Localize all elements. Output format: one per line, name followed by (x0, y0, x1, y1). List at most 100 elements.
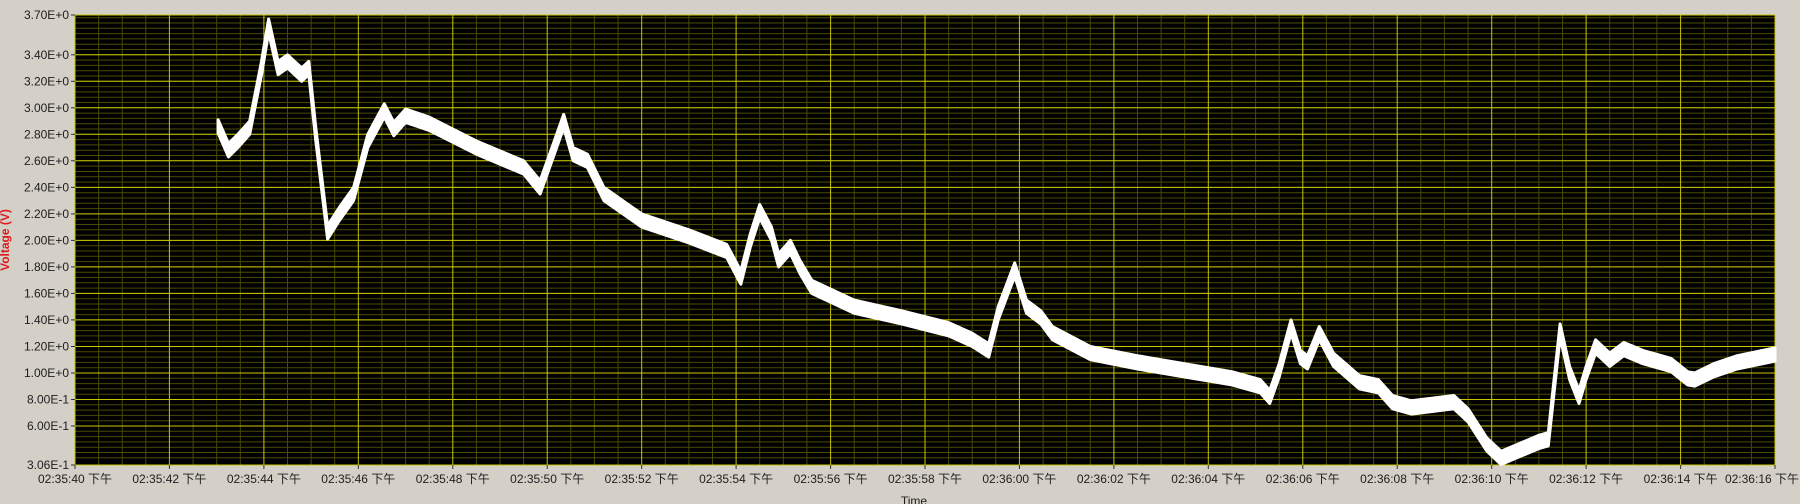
data-point (725, 249, 728, 253)
data-point (1039, 316, 1042, 319)
data-point (383, 109, 386, 112)
y-tick-label: 1.40E+0 (24, 313, 69, 327)
data-point (1318, 332, 1321, 335)
data-point (248, 126, 251, 129)
data-point (1089, 351, 1092, 355)
data-point (553, 146, 556, 149)
data-point (1577, 395, 1581, 399)
data-point (1259, 385, 1262, 388)
data-point (1518, 448, 1522, 452)
x-tick-label: 02:35:54 下午 (699, 472, 773, 486)
data-point (1622, 347, 1626, 351)
y-tick-label: 2.00E+0 (24, 233, 69, 247)
data-point (1547, 438, 1550, 441)
y-tick-label: 1.20E+0 (24, 340, 69, 354)
data-point (1013, 268, 1016, 271)
data-point (1537, 440, 1541, 444)
data-point (987, 349, 990, 352)
x-tick-label: 02:36:00 下午 (982, 472, 1056, 486)
data-point (1025, 305, 1028, 308)
data-point (538, 186, 542, 189)
data-point (997, 312, 1000, 315)
y-tick-label: 6.00E-1 (27, 419, 69, 433)
y-axis-ticks: 3.70E+0 3.40E+0 3.20E+0 3.00E+0 2.80E+0 2.60E… (24, 8, 75, 472)
data-point (286, 60, 289, 63)
y-tick-label: 3.20E+0 (24, 74, 69, 88)
data-point (770, 232, 773, 235)
data-point (227, 149, 230, 152)
data-point (1558, 329, 1562, 332)
data-point (326, 231, 329, 234)
data-point (522, 166, 525, 169)
data-point (810, 285, 813, 288)
data-point (777, 259, 780, 262)
x-tick-label: 02:36:12 下午 (1549, 472, 1623, 486)
y-tick-label: 3.06E-1 (27, 458, 69, 472)
data-point (1136, 361, 1139, 364)
data-point (1289, 325, 1293, 328)
data-point (602, 192, 606, 196)
data-point (1736, 361, 1739, 364)
data-point (1608, 358, 1611, 361)
y-tick-label: 2.40E+0 (24, 180, 69, 194)
data-point (1230, 377, 1234, 380)
data-point (260, 66, 263, 70)
x-tick-label: 02:35:46 下午 (321, 472, 395, 486)
data-point (1452, 401, 1456, 404)
data-point (758, 210, 761, 213)
data-point (352, 192, 355, 196)
data-point (640, 219, 643, 222)
y-tick-label: 1.80E+0 (24, 260, 69, 274)
y-tick-label: 2.60E+0 (24, 154, 69, 168)
voltage-trace-band (216, 17, 1777, 466)
data-point (366, 139, 369, 143)
data-point (900, 316, 903, 319)
data-point (1466, 414, 1470, 417)
x-tick-label: 02:36:08 下午 (1360, 472, 1434, 486)
data-point (300, 73, 303, 76)
x-tick-label: 02:35:56 下午 (794, 472, 868, 486)
data-point (216, 125, 220, 128)
data-point (947, 328, 950, 331)
x-tick-label: 02:36:04 下午 (1171, 472, 1245, 486)
data-point (1669, 363, 1673, 367)
x-tick-label: 02:36:06 下午 (1266, 472, 1340, 486)
data-point (1410, 406, 1413, 409)
data-point (1278, 369, 1281, 372)
y-tick-label: 3.00E+0 (24, 101, 69, 115)
data-point (739, 276, 742, 279)
x-tick-label: 02:35:52 下午 (605, 472, 679, 486)
data-point (392, 127, 395, 131)
data-point (1332, 358, 1335, 361)
data-point (687, 235, 691, 238)
data-point (971, 338, 974, 341)
x-tick-label: 02:35:44 下午 (227, 472, 301, 486)
data-point (267, 24, 270, 27)
data-point (798, 265, 802, 269)
y-axis-title: Voltage (V) (0, 209, 12, 271)
y-tick-label: 2.80E+0 (24, 127, 69, 141)
x-tick-label: 02:36:02 下午 (1077, 472, 1151, 486)
data-point (475, 146, 478, 149)
data-point (572, 153, 575, 156)
trace-layer (216, 17, 1777, 466)
data-point (404, 114, 407, 118)
data-point (338, 212, 341, 216)
data-point (1584, 371, 1588, 375)
x-tick-label: 02:35:48 下午 (416, 472, 490, 486)
data-point (1568, 371, 1571, 375)
x-axis-ticks: 02:35:40 下午 02:35:42 下午 02:35:44 下午 02:35:4… (38, 465, 1799, 486)
data-point (307, 66, 310, 70)
y-tick-label: 3.40E+0 (24, 48, 69, 62)
data-point (1499, 456, 1503, 459)
data-point (1306, 361, 1309, 364)
y-tick-label: 1.00E+0 (24, 366, 69, 380)
data-point (586, 159, 589, 162)
y-tick-label: 3.70E+0 (24, 8, 69, 22)
y-tick-label: 2.20E+0 (24, 207, 69, 221)
data-point (1391, 401, 1394, 404)
data-point (236, 139, 240, 143)
x-tick-label: 02:35:50 下午 (510, 472, 584, 486)
x-tick-label: 02:36:16 下午 (1725, 472, 1799, 486)
